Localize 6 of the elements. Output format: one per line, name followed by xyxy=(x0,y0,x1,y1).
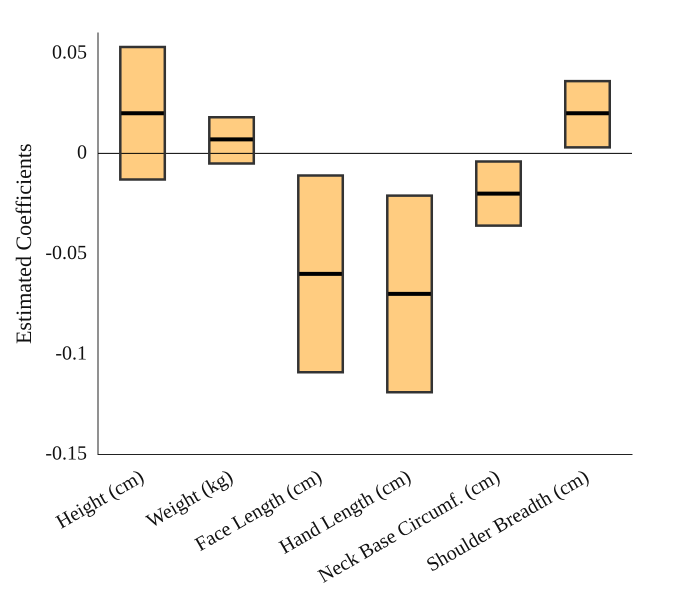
y-tick-label: -0.15 xyxy=(45,442,88,465)
y-axis-title: Estimated Coefficients xyxy=(10,143,36,344)
y-tick-label: -0.05 xyxy=(45,242,88,264)
y-tick-label: 0 xyxy=(77,142,88,164)
y-tick-label: -0.1 xyxy=(55,342,88,364)
y-tick-label: 0.05 xyxy=(52,41,88,64)
